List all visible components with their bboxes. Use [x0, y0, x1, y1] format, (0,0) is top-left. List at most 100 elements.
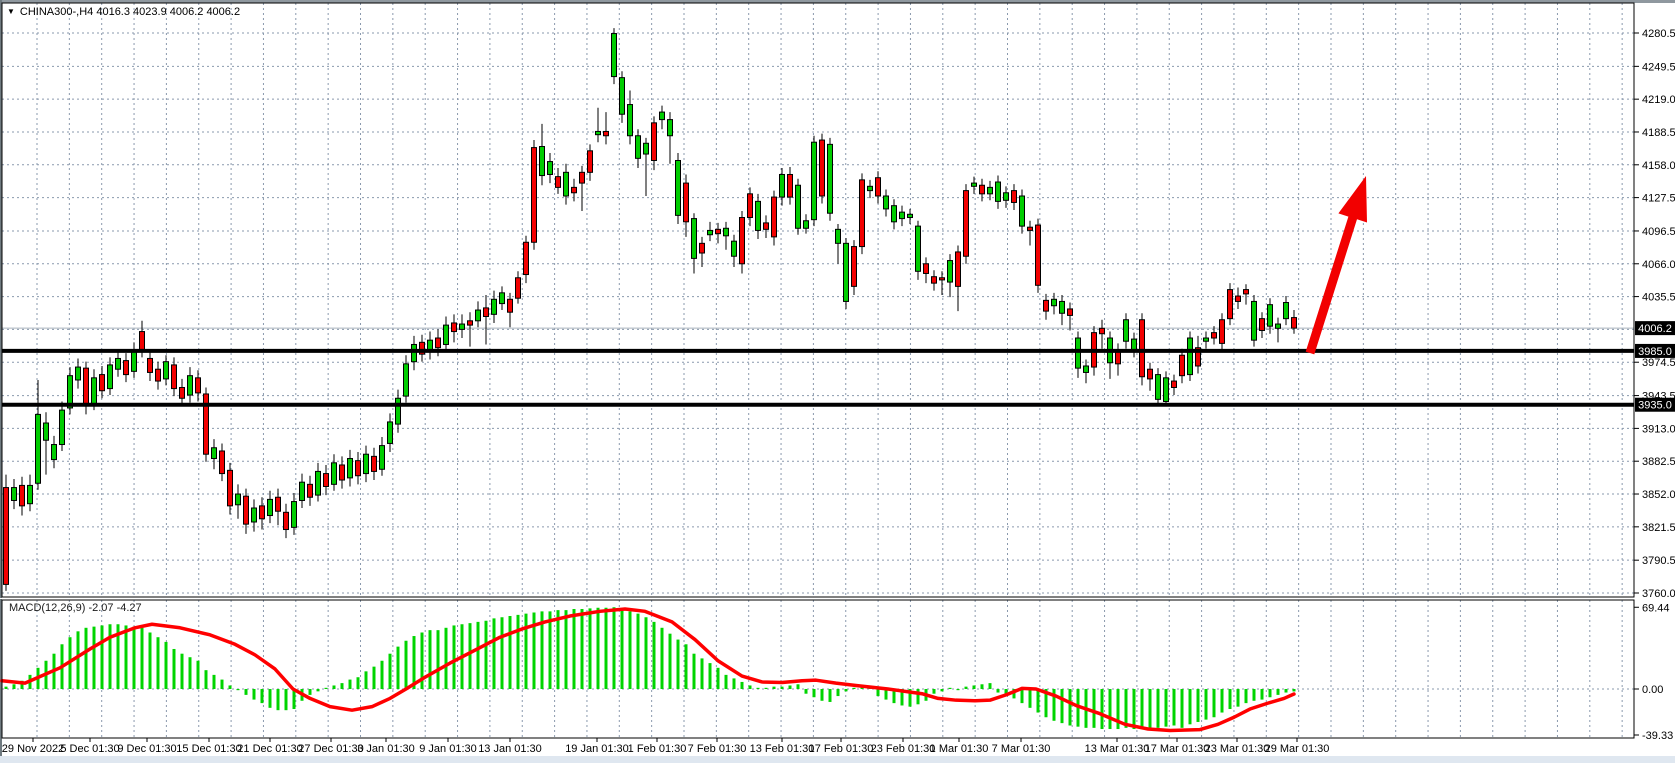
candle-bull [883, 195, 889, 210]
candle-bear [139, 331, 145, 352]
candle-bull [907, 213, 913, 219]
candle-bear [739, 217, 745, 265]
candle-bull [1051, 298, 1057, 307]
time-axis-label: 27 Dec 01:30 [298, 743, 363, 755]
chevron-down-icon[interactable]: ▼ [7, 7, 15, 16]
candle-bear [419, 341, 425, 355]
candle-bull [1155, 374, 1161, 400]
up-arrow-annotation[interactable] [1305, 176, 1367, 355]
candle-bear [451, 322, 457, 333]
candle-bear [195, 377, 201, 394]
candle-bull [43, 422, 49, 441]
time-axis-label: 9 Dec 01:30 [117, 743, 176, 755]
candle-bull [411, 343, 417, 363]
candle-bear [579, 171, 585, 184]
candle-bear [875, 177, 881, 197]
candle-bear [715, 228, 721, 235]
candle-bear [747, 193, 753, 219]
candle-bull [1163, 377, 1169, 402]
price-axis-label: 3760.0 [1642, 588, 1675, 600]
time-axis-label: 1 Feb 01:30 [628, 743, 687, 755]
candle-bull [1275, 323, 1281, 329]
time-axis-label: 29 Mar 01:30 [1265, 743, 1330, 755]
candle-bull [499, 292, 505, 305]
candle-bull [755, 200, 761, 231]
candle-bear [939, 277, 945, 281]
candle-bull [75, 366, 81, 381]
candle-bull [1283, 302, 1289, 320]
candle-bear [171, 364, 177, 390]
candle-bull [539, 146, 545, 177]
time-axis-label: 15 Dec 01:30 [176, 743, 241, 755]
candle-bear [931, 276, 937, 284]
candle-bear [515, 277, 521, 299]
price-axis-label: 4066.0 [1642, 259, 1675, 271]
window-top-border [0, 0, 1675, 3]
candle-bear [1195, 347, 1201, 367]
candle-bear [587, 150, 593, 173]
candle-bull [1187, 337, 1193, 376]
candle-bear [1139, 319, 1145, 378]
candle-bear [1027, 226, 1033, 231]
candle-bull [595, 130, 601, 136]
candle-bear [355, 460, 361, 477]
candle-bear [19, 484, 25, 507]
candle-bear [1235, 295, 1241, 302]
symbol-title[interactable]: ▼ CHINA300-,H4 4016.3 4023.9 4006.2 4006.… [7, 6, 240, 18]
candle-bear [227, 469, 233, 507]
candle-bull [331, 462, 337, 485]
candle-bull [899, 211, 905, 220]
chart-background [2, 3, 1634, 738]
candle-bull [459, 323, 465, 330]
time-axis-label: 13 Mar 01:30 [1085, 743, 1150, 755]
candle-bear [155, 368, 161, 382]
time-axis-label: 13 Jan 01:30 [478, 743, 542, 755]
candle-bull [211, 447, 217, 460]
price-axis-label: 3821.5 [1642, 522, 1675, 534]
candle-bear [1243, 289, 1249, 295]
candle-bear [523, 241, 529, 276]
candle-bull [891, 205, 897, 223]
candle-bear [787, 173, 793, 198]
candle-bull [1059, 300, 1065, 314]
symbol-title-text: CHINA300-,H4 4016.3 4023.9 4006.2 4006.2 [19, 6, 241, 18]
candle-bull [995, 181, 1001, 202]
candle-bull [1251, 300, 1257, 341]
candle-bear [483, 307, 489, 317]
time-axis-label: 13 Feb 01:30 [750, 743, 815, 755]
candle-bull [475, 309, 481, 322]
candle-bear [1099, 327, 1105, 335]
macd-axis-label: 0.00 [1642, 684, 1663, 696]
candle-bull [131, 349, 137, 372]
candle-bear [603, 130, 609, 137]
candle-bear [1011, 190, 1017, 203]
macd-axis-label: 69.44 [1642, 602, 1670, 614]
macd-axis-label: -39.33 [1642, 730, 1673, 742]
candle-bull [187, 375, 193, 396]
candle-bull [643, 142, 649, 155]
time-axis-label: 19 Jan 01:30 [565, 743, 629, 755]
price-badge [1635, 397, 1675, 412]
candle-bear [1259, 318, 1265, 331]
candle-bull [867, 185, 873, 192]
candle-bear [507, 298, 513, 313]
candle-bear [571, 186, 577, 194]
time-axis-label: 17 Mar 01:30 [1145, 743, 1210, 755]
price-axis-label: 4158.0 [1642, 160, 1675, 172]
candle-bull [667, 119, 673, 137]
candle-bear [979, 184, 985, 195]
time-axis-label: 23 Feb 01:30 [871, 743, 936, 755]
candle-bear [683, 182, 689, 223]
macd-indicator-label: MACD(12,26,9) -2.07 -4.27 [9, 602, 142, 614]
candle-bear [955, 251, 961, 287]
price-axis-label: 3913.0 [1642, 423, 1675, 435]
candle-bear [851, 246, 857, 287]
candle-bear [1227, 289, 1233, 320]
price-axis-label: 4096.5 [1642, 226, 1675, 238]
price-axis-label: 4280.5 [1642, 28, 1675, 40]
time-axis-label: 3 Jan 01:30 [357, 743, 415, 755]
macd-panel-border [1, 599, 1635, 739]
candle-bull [1003, 192, 1009, 201]
candle-bull [731, 240, 737, 257]
